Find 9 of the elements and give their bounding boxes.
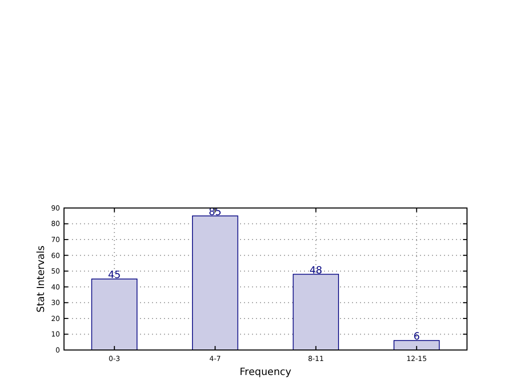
y-axis-title: Stat Intervals: [36, 245, 47, 313]
data-label: 48: [310, 265, 322, 276]
x-axis-title: Frequency: [240, 367, 292, 378]
data-label: 6: [413, 332, 420, 343]
bar: [192, 215, 238, 350]
bar: [292, 274, 339, 350]
data-label: 45: [108, 270, 121, 281]
bar: [91, 278, 138, 350]
bar: [394, 340, 440, 350]
